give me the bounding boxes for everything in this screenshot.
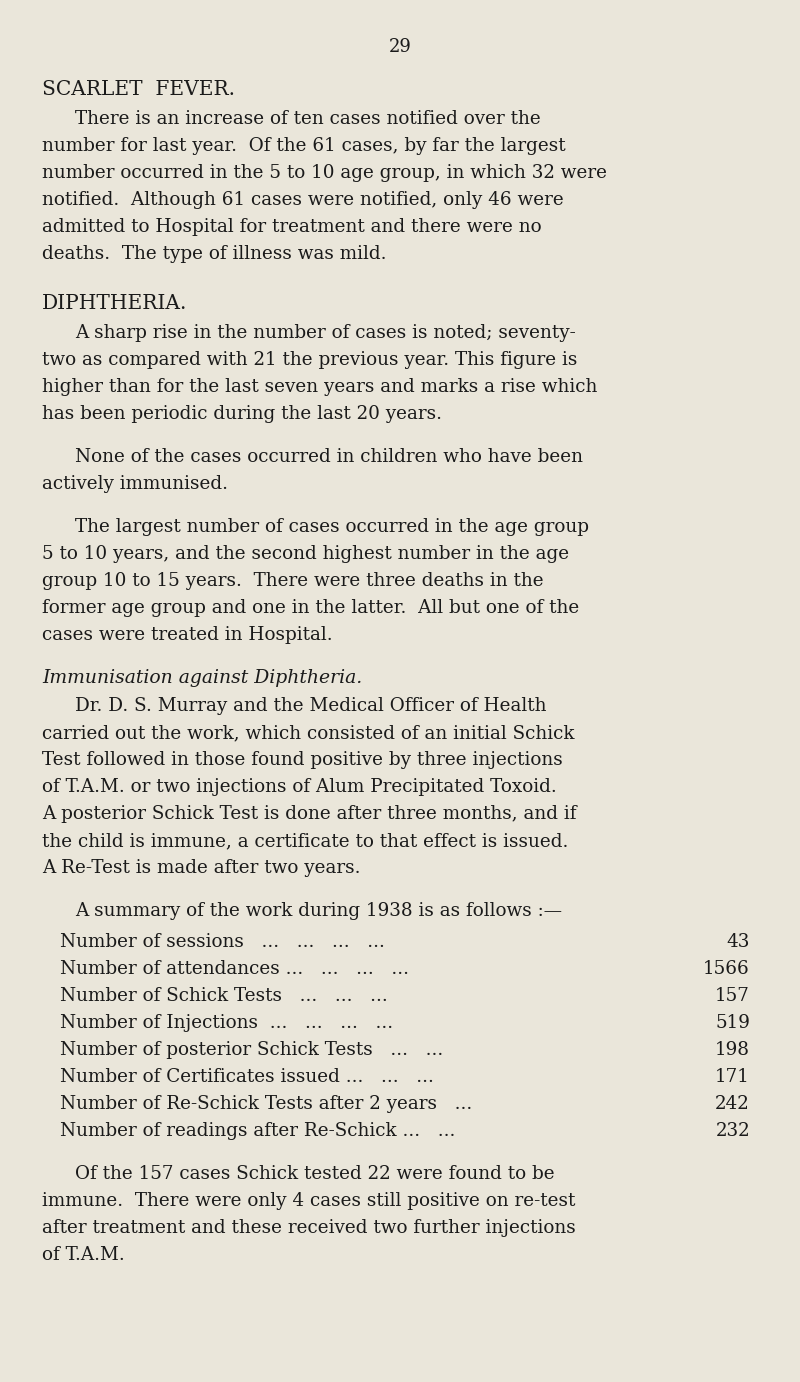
Text: carried out the work, which consisted of an initial Schick: carried out the work, which consisted of…: [42, 724, 574, 742]
Text: number for last year.  Of the 61 cases, by far the largest: number for last year. Of the 61 cases, b…: [42, 137, 566, 155]
Text: actively immunised.: actively immunised.: [42, 475, 228, 493]
Text: 157: 157: [715, 987, 750, 1005]
Text: 171: 171: [715, 1068, 750, 1086]
Text: 232: 232: [715, 1122, 750, 1140]
Text: Dr. D. S. Murray and the Medical Officer of Health: Dr. D. S. Murray and the Medical Officer…: [75, 697, 546, 714]
Text: of T.A.M. or two injections of Alum Precipitated Toxoid.: of T.A.M. or two injections of Alum Prec…: [42, 778, 557, 796]
Text: group 10 to 15 years.  There were three deaths in the: group 10 to 15 years. There were three d…: [42, 572, 544, 590]
Text: Immunisation against Diphtheria.: Immunisation against Diphtheria.: [42, 669, 362, 687]
Text: 198: 198: [715, 1041, 750, 1059]
Text: number occurred in the 5 to 10 age group, in which 32 were: number occurred in the 5 to 10 age group…: [42, 164, 607, 182]
Text: Number of Schick Tests   ...   ...   ...: Number of Schick Tests ... ... ...: [60, 987, 388, 1005]
Text: DIPHTHERIA.: DIPHTHERIA.: [42, 294, 187, 312]
Text: Number of Injections  ...   ...   ...   ...: Number of Injections ... ... ... ...: [60, 1014, 393, 1032]
Text: Of the 157 cases Schick tested 22 were found to be: Of the 157 cases Schick tested 22 were f…: [75, 1165, 554, 1183]
Text: A summary of the work during 1938 is as follows :—: A summary of the work during 1938 is as …: [75, 902, 562, 920]
Text: 519: 519: [715, 1014, 750, 1032]
Text: 242: 242: [715, 1095, 750, 1113]
Text: A Re-Test is made after two years.: A Re-Test is made after two years.: [42, 860, 361, 878]
Text: immune.  There were only 4 cases still positive on re-test: immune. There were only 4 cases still po…: [42, 1193, 575, 1211]
Text: former age group and one in the latter.  All but one of the: former age group and one in the latter. …: [42, 598, 579, 616]
Text: Number of attendances ...   ...   ...   ...: Number of attendances ... ... ... ...: [60, 960, 409, 978]
Text: A posterior Schick Test is done after three months, and if: A posterior Schick Test is done after th…: [42, 804, 577, 824]
Text: Number of posterior Schick Tests   ...   ...: Number of posterior Schick Tests ... ...: [60, 1041, 443, 1059]
Text: Number of Certificates issued ...   ...   ...: Number of Certificates issued ... ... ..…: [60, 1068, 434, 1086]
Text: SCARLET  FEVER.: SCARLET FEVER.: [42, 80, 235, 100]
Text: A sharp rise in the number of cases is noted; seventy-: A sharp rise in the number of cases is n…: [75, 323, 576, 341]
Text: Number of readings after Re-Schick ...   ...: Number of readings after Re-Schick ... .…: [60, 1122, 455, 1140]
Text: notified.  Although 61 cases were notified, only 46 were: notified. Although 61 cases were notifie…: [42, 191, 564, 209]
Text: 1566: 1566: [703, 960, 750, 978]
Text: of T.A.M.: of T.A.M.: [42, 1247, 125, 1265]
Text: 29: 29: [389, 37, 411, 57]
Text: Number of sessions   ...   ...   ...   ...: Number of sessions ... ... ... ...: [60, 933, 385, 951]
Text: There is an increase of ten cases notified over the: There is an increase of ten cases notifi…: [75, 111, 541, 129]
Text: has been periodic during the last 20 years.: has been periodic during the last 20 yea…: [42, 405, 442, 423]
Text: The largest number of cases occurred in the age group: The largest number of cases occurred in …: [75, 518, 589, 536]
Text: higher than for the last seven years and marks a rise which: higher than for the last seven years and…: [42, 379, 598, 397]
Text: 43: 43: [726, 933, 750, 951]
Text: Number of Re-Schick Tests after 2 years   ...: Number of Re-Schick Tests after 2 years …: [60, 1095, 472, 1113]
Text: deaths.  The type of illness was mild.: deaths. The type of illness was mild.: [42, 245, 386, 263]
Text: the child is immune, a certificate to that effect is issued.: the child is immune, a certificate to th…: [42, 832, 568, 850]
Text: after treatment and these received two further injections: after treatment and these received two f…: [42, 1219, 576, 1237]
Text: admitted to Hospital for treatment and there were no: admitted to Hospital for treatment and t…: [42, 218, 542, 236]
Text: 5 to 10 years, and the second highest number in the age: 5 to 10 years, and the second highest nu…: [42, 545, 569, 562]
Text: None of the cases occurred in children who have been: None of the cases occurred in children w…: [75, 448, 583, 466]
Text: cases were treated in Hospital.: cases were treated in Hospital.: [42, 626, 333, 644]
Text: Test followed in those found positive by three injections: Test followed in those found positive by…: [42, 750, 562, 768]
Text: two as compared with 21 the previous year. This figure is: two as compared with 21 the previous yea…: [42, 351, 578, 369]
